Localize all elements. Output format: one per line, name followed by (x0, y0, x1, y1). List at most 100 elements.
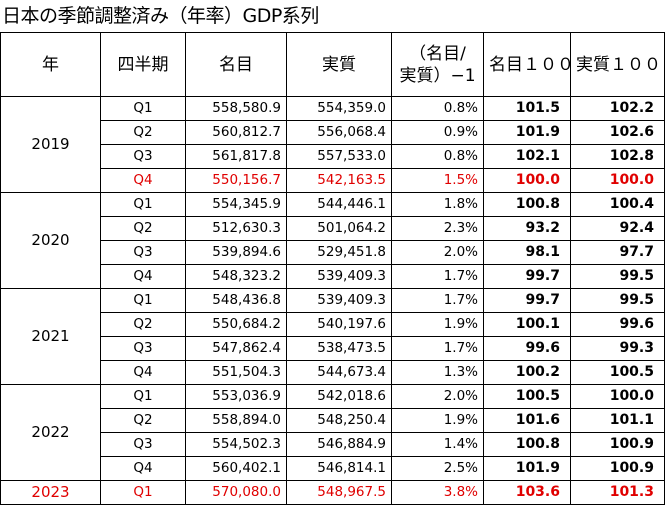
cell-quarter[interactable]: Q4 (100, 264, 186, 289)
header-real[interactable]: 実質 (286, 32, 392, 97)
cell-ratio[interactable]: 2.0% (391, 384, 484, 409)
cell-real-index[interactable]: 101.3 (570, 480, 665, 505)
cell-nominal[interactable]: 539,894.6 (185, 240, 287, 265)
cell-year[interactable]: 2019 (0, 96, 101, 193)
cell-quarter[interactable]: Q4 (100, 360, 186, 385)
header-year[interactable]: 年 (0, 32, 101, 97)
cell-nominal-index[interactable]: 101.6 (483, 408, 571, 433)
cell-real[interactable]: 529,451.8 (286, 240, 392, 265)
cell-nominal-index[interactable]: 100.1 (483, 312, 571, 337)
cell-real[interactable]: 540,197.6 (286, 312, 392, 337)
cell-real-index[interactable]: 102.2 (570, 96, 665, 121)
cell-real-index[interactable]: 99.3 (570, 336, 665, 361)
cell-nominal[interactable]: 547,862.4 (185, 336, 287, 361)
cell-nominal[interactable]: 548,323.2 (185, 264, 287, 289)
cell-nominal-index[interactable]: 99.7 (483, 264, 571, 289)
cell-nominal-index[interactable]: 100.8 (483, 432, 571, 457)
cell-quarter[interactable]: Q2 (100, 312, 186, 337)
cell-quarter[interactable]: Q1 (100, 96, 186, 121)
cell-nominal[interactable]: 550,684.2 (185, 312, 287, 337)
cell-real[interactable]: 501,064.2 (286, 216, 392, 241)
cell-nominal[interactable]: 551,504.3 (185, 360, 287, 385)
cell-real-index[interactable]: 100.0 (570, 168, 665, 193)
cell-nominal-index[interactable]: 101.9 (483, 456, 571, 481)
cell-ratio[interactable]: 0.9% (391, 120, 484, 145)
cell-real-index[interactable]: 99.5 (570, 288, 665, 313)
cell-quarter[interactable]: Q3 (100, 144, 186, 169)
cell-quarter[interactable]: Q3 (100, 240, 186, 265)
cell-real[interactable]: 539,409.3 (286, 264, 392, 289)
cell-ratio[interactable]: 1.3% (391, 360, 484, 385)
cell-real-index[interactable]: 101.1 (570, 408, 665, 433)
cell-nominal[interactable]: 554,502.3 (185, 432, 287, 457)
cell-nominal-index[interactable]: 101.5 (483, 96, 571, 121)
header-nominal[interactable]: 名目 (185, 32, 287, 97)
cell-quarter[interactable]: Q2 (100, 216, 186, 241)
cell-real-index[interactable]: 92.4 (570, 216, 665, 241)
cell-quarter[interactable]: Q4 (100, 168, 186, 193)
cell-real-index[interactable]: 102.8 (570, 144, 665, 169)
cell-real[interactable]: 548,967.5 (286, 480, 392, 505)
cell-ratio[interactable]: 2.0% (391, 240, 484, 265)
cell-quarter[interactable]: Q3 (100, 432, 186, 457)
cell-ratio[interactable]: 1.8% (391, 192, 484, 217)
cell-nominal[interactable]: 512,630.3 (185, 216, 287, 241)
cell-real[interactable]: 542,018.6 (286, 384, 392, 409)
cell-quarter[interactable]: Q2 (100, 120, 186, 145)
cell-real-index[interactable]: 100.9 (570, 432, 665, 457)
cell-nominal[interactable]: 558,894.0 (185, 408, 287, 433)
cell-nominal[interactable]: 553,036.9 (185, 384, 287, 409)
cell-nominal-index[interactable]: 102.1 (483, 144, 571, 169)
cell-nominal-index[interactable]: 101.9 (483, 120, 571, 145)
cell-nominal[interactable]: 548,436.8 (185, 288, 287, 313)
cell-nominal[interactable]: 550,156.7 (185, 168, 287, 193)
cell-quarter[interactable]: Q3 (100, 336, 186, 361)
cell-nominal[interactable]: 570,080.0 (185, 480, 287, 505)
cell-nominal-index[interactable]: 100.2 (483, 360, 571, 385)
cell-nominal[interactable]: 558,580.9 (185, 96, 287, 121)
cell-nominal-index[interactable]: 93.2 (483, 216, 571, 241)
cell-nominal-index[interactable]: 103.6 (483, 480, 571, 505)
cell-ratio[interactable]: 1.9% (391, 408, 484, 433)
cell-real[interactable]: 546,814.1 (286, 456, 392, 481)
header-nominal-index[interactable]: 名目１００ (483, 32, 571, 97)
cell-year[interactable]: 2022 (0, 384, 101, 481)
cell-real-index[interactable]: 102.6 (570, 120, 665, 145)
cell-real[interactable]: 554,359.0 (286, 96, 392, 121)
cell-real-index[interactable]: 100.4 (570, 192, 665, 217)
cell-year[interactable]: 2021 (0, 288, 101, 385)
cell-nominal[interactable]: 554,345.9 (185, 192, 287, 217)
cell-nominal-index[interactable]: 99.6 (483, 336, 571, 361)
cell-nominal-index[interactable]: 99.7 (483, 288, 571, 313)
cell-ratio[interactable]: 1.4% (391, 432, 484, 457)
cell-real-index[interactable]: 97.7 (570, 240, 665, 265)
cell-real-index[interactable]: 100.5 (570, 360, 665, 385)
cell-ratio[interactable]: 1.7% (391, 264, 484, 289)
cell-nominal[interactable]: 560,402.1 (185, 456, 287, 481)
cell-real-index[interactable]: 100.9 (570, 456, 665, 481)
cell-real[interactable]: 557,533.0 (286, 144, 392, 169)
header-ratio[interactable]: （名目/ 実質）−1 (391, 32, 484, 97)
cell-year[interactable]: 2020 (0, 192, 101, 289)
cell-quarter[interactable]: Q1 (100, 288, 186, 313)
cell-real[interactable]: 542,163.5 (286, 168, 392, 193)
cell-ratio[interactable]: 0.8% (391, 144, 484, 169)
cell-year[interactable]: 2023 (0, 480, 101, 505)
cell-real-index[interactable]: 100.0 (570, 384, 665, 409)
cell-ratio[interactable]: 2.5% (391, 456, 484, 481)
cell-real[interactable]: 548,250.4 (286, 408, 392, 433)
cell-nominal[interactable]: 560,812.7 (185, 120, 287, 145)
header-real-index[interactable]: 実質１００ (570, 32, 665, 97)
cell-nominal-index[interactable]: 98.1 (483, 240, 571, 265)
cell-quarter[interactable]: Q1 (100, 384, 186, 409)
cell-real[interactable]: 538,473.5 (286, 336, 392, 361)
cell-quarter[interactable]: Q1 (100, 480, 186, 505)
cell-ratio[interactable]: 1.7% (391, 288, 484, 313)
cell-nominal-index[interactable]: 100.8 (483, 192, 571, 217)
cell-real-index[interactable]: 99.5 (570, 264, 665, 289)
cell-ratio[interactable]: 2.3% (391, 216, 484, 241)
cell-real[interactable]: 544,446.1 (286, 192, 392, 217)
cell-ratio[interactable]: 1.9% (391, 312, 484, 337)
cell-real[interactable]: 556,068.4 (286, 120, 392, 145)
cell-nominal[interactable]: 561,817.8 (185, 144, 287, 169)
